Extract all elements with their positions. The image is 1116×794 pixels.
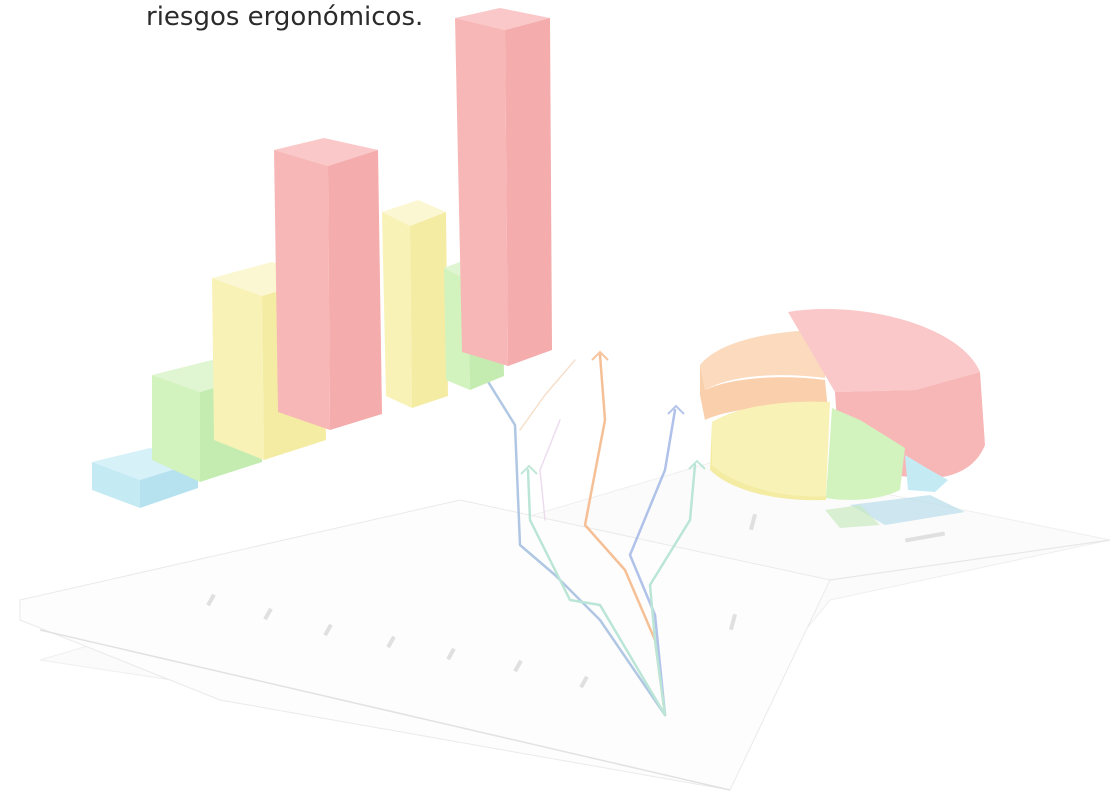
arrow-head-icon bbox=[667, 404, 685, 415]
bar-side bbox=[410, 212, 448, 408]
pie-chart-3d bbox=[700, 309, 985, 528]
axis-tick-mark bbox=[579, 675, 589, 689]
pie-slice-orange-side bbox=[700, 365, 705, 420]
bar-face bbox=[274, 138, 378, 166]
paper-axis-marks bbox=[206, 513, 946, 689]
bar-chart-3d bbox=[92, 8, 552, 508]
line-series-green-a bbox=[526, 468, 667, 717]
axis-tick-mark bbox=[263, 607, 273, 621]
paper-sheets bbox=[19, 459, 1111, 791]
bar-front bbox=[212, 278, 264, 460]
bar-front bbox=[382, 212, 412, 408]
bar-side bbox=[328, 150, 382, 430]
paper-edge-line bbox=[829, 539, 1111, 581]
axis-tick-mark bbox=[728, 613, 738, 631]
arrow-head-icon bbox=[520, 464, 538, 475]
line-chart-lines bbox=[485, 353, 697, 717]
axis-tick-mark bbox=[748, 513, 758, 531]
bar-face bbox=[455, 8, 550, 30]
pie-slice-orange bbox=[700, 330, 828, 390]
axis-tick-mark bbox=[206, 593, 216, 607]
bar-front bbox=[152, 375, 200, 482]
axis-tick-mark bbox=[323, 623, 333, 637]
axis-tick-mark bbox=[513, 659, 523, 673]
bar-front bbox=[455, 18, 508, 366]
pie-slice-red bbox=[788, 309, 980, 392]
arrow-heads bbox=[520, 350, 706, 475]
bar-red-tallest bbox=[455, 8, 552, 366]
bar-front bbox=[274, 150, 330, 430]
bar-front bbox=[92, 462, 140, 508]
bar-red-middle bbox=[274, 138, 382, 430]
bar-side bbox=[505, 18, 552, 366]
paper-edge-line bbox=[39, 629, 731, 791]
line-series-faint bbox=[539, 419, 561, 521]
line-series-green-b bbox=[648, 463, 697, 717]
bar-face bbox=[382, 200, 446, 226]
line-series-blue-a bbox=[485, 378, 667, 717]
pie-base-green bbox=[825, 505, 880, 528]
line-series-faint bbox=[519, 359, 576, 431]
arrow-head-icon bbox=[591, 350, 609, 361]
arrow-head-icon bbox=[688, 459, 706, 470]
pie-slice-green bbox=[826, 408, 905, 500]
axis-tick-mark bbox=[386, 635, 396, 649]
caption-text: riesgos ergonómicos. bbox=[146, 2, 424, 32]
pie-slice-orange-front bbox=[705, 377, 828, 420]
pie-base-blue bbox=[850, 495, 965, 525]
pie-slice-blue bbox=[905, 455, 948, 492]
axis-tick-mark bbox=[446, 647, 456, 661]
axis-tick-mark bbox=[904, 531, 946, 543]
bar-yellow-right bbox=[382, 200, 448, 408]
line-series-blue-b bbox=[628, 408, 677, 717]
pie-slice-yellow bbox=[712, 401, 830, 497]
